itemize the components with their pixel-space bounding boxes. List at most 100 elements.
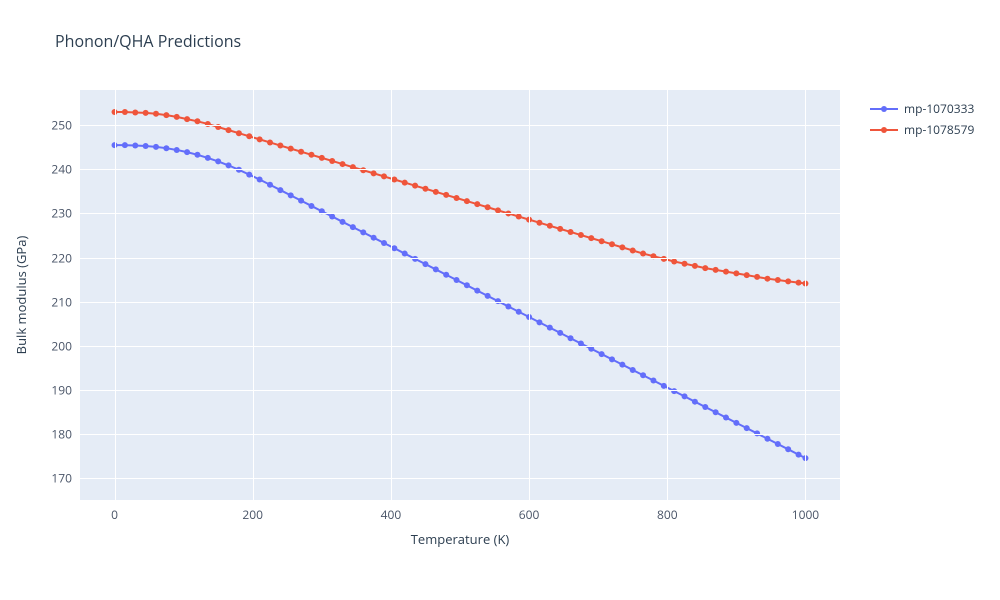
gridline-h <box>80 346 840 347</box>
gridline-v <box>253 90 254 500</box>
series-marker <box>122 109 128 115</box>
legend-item[interactable]: mp-1070333 <box>870 100 974 117</box>
series-marker <box>350 224 356 230</box>
series-marker <box>650 378 656 384</box>
y-tick-label: 170 <box>51 469 72 486</box>
gridline-h <box>80 258 840 259</box>
series-marker <box>630 367 636 373</box>
gridline-h <box>80 390 840 391</box>
series-marker <box>609 356 615 362</box>
y-tick-label: 230 <box>51 205 72 222</box>
series-marker <box>485 293 491 299</box>
series-svg <box>80 90 840 500</box>
series-marker <box>257 136 263 142</box>
series-marker <box>371 170 377 176</box>
legend-swatch <box>870 124 898 136</box>
x-tick-label: 200 <box>242 506 263 523</box>
gridline-v <box>115 90 116 500</box>
series-marker <box>163 112 169 118</box>
series-marker <box>329 158 335 164</box>
series-marker <box>340 161 346 167</box>
series-marker <box>391 245 397 251</box>
series-marker <box>360 229 366 235</box>
series-marker <box>143 143 149 149</box>
series-marker <box>796 452 802 458</box>
series-marker <box>568 335 574 341</box>
series-marker <box>371 235 377 241</box>
series-marker <box>775 441 781 447</box>
series-marker <box>402 251 408 257</box>
series-marker <box>536 220 542 226</box>
series-marker <box>640 372 646 378</box>
chart-title: Phonon/QHA Predictions <box>55 30 241 52</box>
series-marker <box>226 127 232 133</box>
series-marker <box>671 258 677 264</box>
series-marker <box>619 244 625 250</box>
series-marker <box>205 155 211 161</box>
series-marker <box>308 203 314 209</box>
series-marker <box>464 198 470 204</box>
series-marker <box>557 226 563 232</box>
series-marker <box>682 261 688 267</box>
legend-swatch <box>870 103 898 115</box>
plot-area <box>80 90 840 500</box>
series-marker <box>163 145 169 151</box>
gridline-h <box>80 125 840 126</box>
series-marker <box>547 223 553 229</box>
legend-item[interactable]: mp-1078579 <box>870 121 974 138</box>
gridline-h <box>80 302 840 303</box>
legend: mp-1070333 mp-1078579 <box>870 100 974 142</box>
y-tick-label: 250 <box>51 117 72 134</box>
series-marker <box>630 247 636 253</box>
series-marker <box>599 238 605 244</box>
series-marker <box>257 176 263 182</box>
series-marker <box>184 149 190 155</box>
series-marker <box>723 415 729 421</box>
series-marker <box>402 180 408 186</box>
series-marker <box>381 173 387 179</box>
series-marker <box>702 404 708 410</box>
gridline-v <box>667 90 668 500</box>
series-marker <box>682 393 688 399</box>
series-marker <box>516 309 522 315</box>
series-marker <box>619 362 625 368</box>
series-marker <box>443 192 449 198</box>
series-marker <box>557 330 563 336</box>
series-marker <box>226 162 232 168</box>
series-marker <box>775 277 781 283</box>
gridline-h <box>80 478 840 479</box>
gridline-v <box>529 90 530 500</box>
series-marker <box>609 241 615 247</box>
series-marker <box>422 186 428 192</box>
series-marker <box>692 263 698 269</box>
series-marker <box>702 265 708 271</box>
x-tick-label: 800 <box>657 506 678 523</box>
series-marker <box>246 133 252 139</box>
series-marker <box>267 139 273 145</box>
series-marker <box>277 143 283 149</box>
x-tick-label: 400 <box>381 506 402 523</box>
series-marker <box>277 187 283 193</box>
series-marker <box>143 110 149 116</box>
series-marker <box>661 383 667 389</box>
series-marker <box>764 276 770 282</box>
series-marker <box>454 277 460 283</box>
series-marker <box>433 266 439 272</box>
series-marker <box>194 118 200 124</box>
series-marker <box>153 111 159 117</box>
gridline-h <box>80 434 840 435</box>
series-marker <box>422 261 428 267</box>
x-tick-label: 600 <box>519 506 540 523</box>
series-marker <box>288 192 294 198</box>
series-marker <box>733 270 739 276</box>
series-marker <box>536 319 542 325</box>
series-marker <box>184 116 190 122</box>
x-axis-label: Temperature (K) <box>411 530 510 548</box>
series-marker <box>391 176 397 182</box>
series-marker <box>464 282 470 288</box>
series-marker <box>744 425 750 431</box>
series-marker <box>443 272 449 278</box>
series-marker <box>319 155 325 161</box>
series-marker <box>236 130 242 136</box>
gridline-h <box>80 213 840 214</box>
